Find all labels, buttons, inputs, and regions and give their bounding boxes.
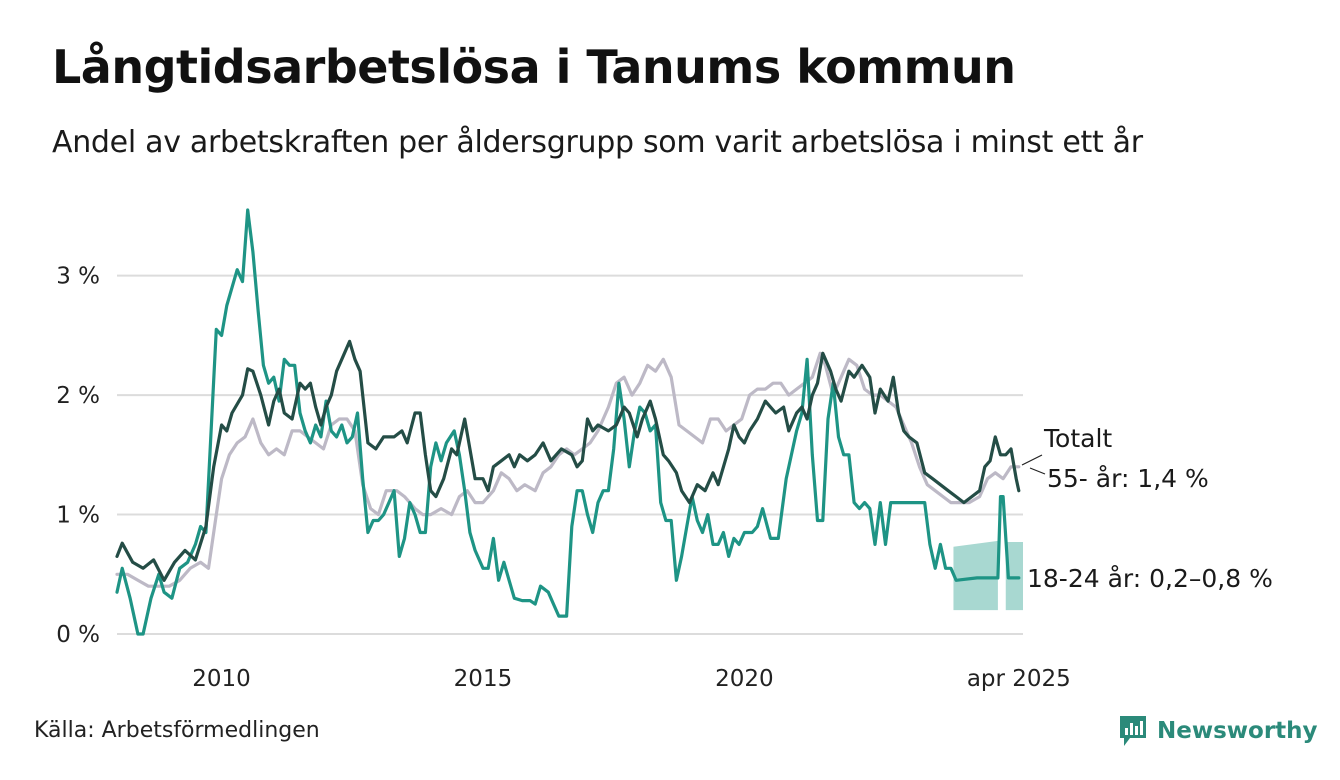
series-lines: [115, 208, 1021, 636]
series-labels: Totalt 55- år: 1,4 % 18-24 år: 0,2–0,8 %: [1021, 424, 1273, 593]
x-tick-label: 2020: [715, 666, 774, 692]
y-tick-label: 1 %: [56, 503, 100, 529]
y-tick-label: 0 %: [56, 622, 100, 648]
newsworthy-logo-icon: [1120, 716, 1146, 746]
chart-title: Långtidsarbetslösa i Tanums kommun: [52, 40, 1016, 94]
uncertainty-band: [953, 540, 1023, 611]
x-tick-label: apr 2025: [967, 666, 1071, 692]
x-tick-label: 2010: [192, 666, 251, 692]
source-note: Källa: Arbetsförmedlingen: [34, 718, 320, 743]
series-line-55: [115, 351, 1021, 588]
series-label-total: Totalt: [1043, 424, 1112, 453]
chart-subtitle: Andel av arbetskraften per åldersgrupp s…: [52, 125, 1143, 160]
series-line-1824: [115, 208, 1021, 636]
series-label-55: 55- år: 1,4 %: [1047, 464, 1209, 493]
uncertainty-band-segment: [1005, 542, 1023, 611]
total-label-leader: [1021, 454, 1043, 466]
x-tick-label: 2015: [454, 666, 513, 692]
uncertainty-band-segment: [953, 540, 998, 611]
age55-label-leader: [1029, 467, 1046, 475]
y-axis-ticks: 0 % 1 % 2 % 3 %: [56, 264, 100, 648]
series-label-1824: 18-24 år: 0,2–0,8 %: [1027, 564, 1273, 593]
brand-name: Newsworthy: [1157, 718, 1318, 744]
brand-logo[interactable]: Newsworthy: [1118, 714, 1318, 748]
y-tick-label: 3 %: [56, 264, 100, 290]
series-line-total: [115, 339, 1021, 582]
x-axis-ticks: 2010 2015 2020 apr 2025: [192, 666, 1071, 692]
y-tick-label: 2 %: [56, 383, 100, 409]
